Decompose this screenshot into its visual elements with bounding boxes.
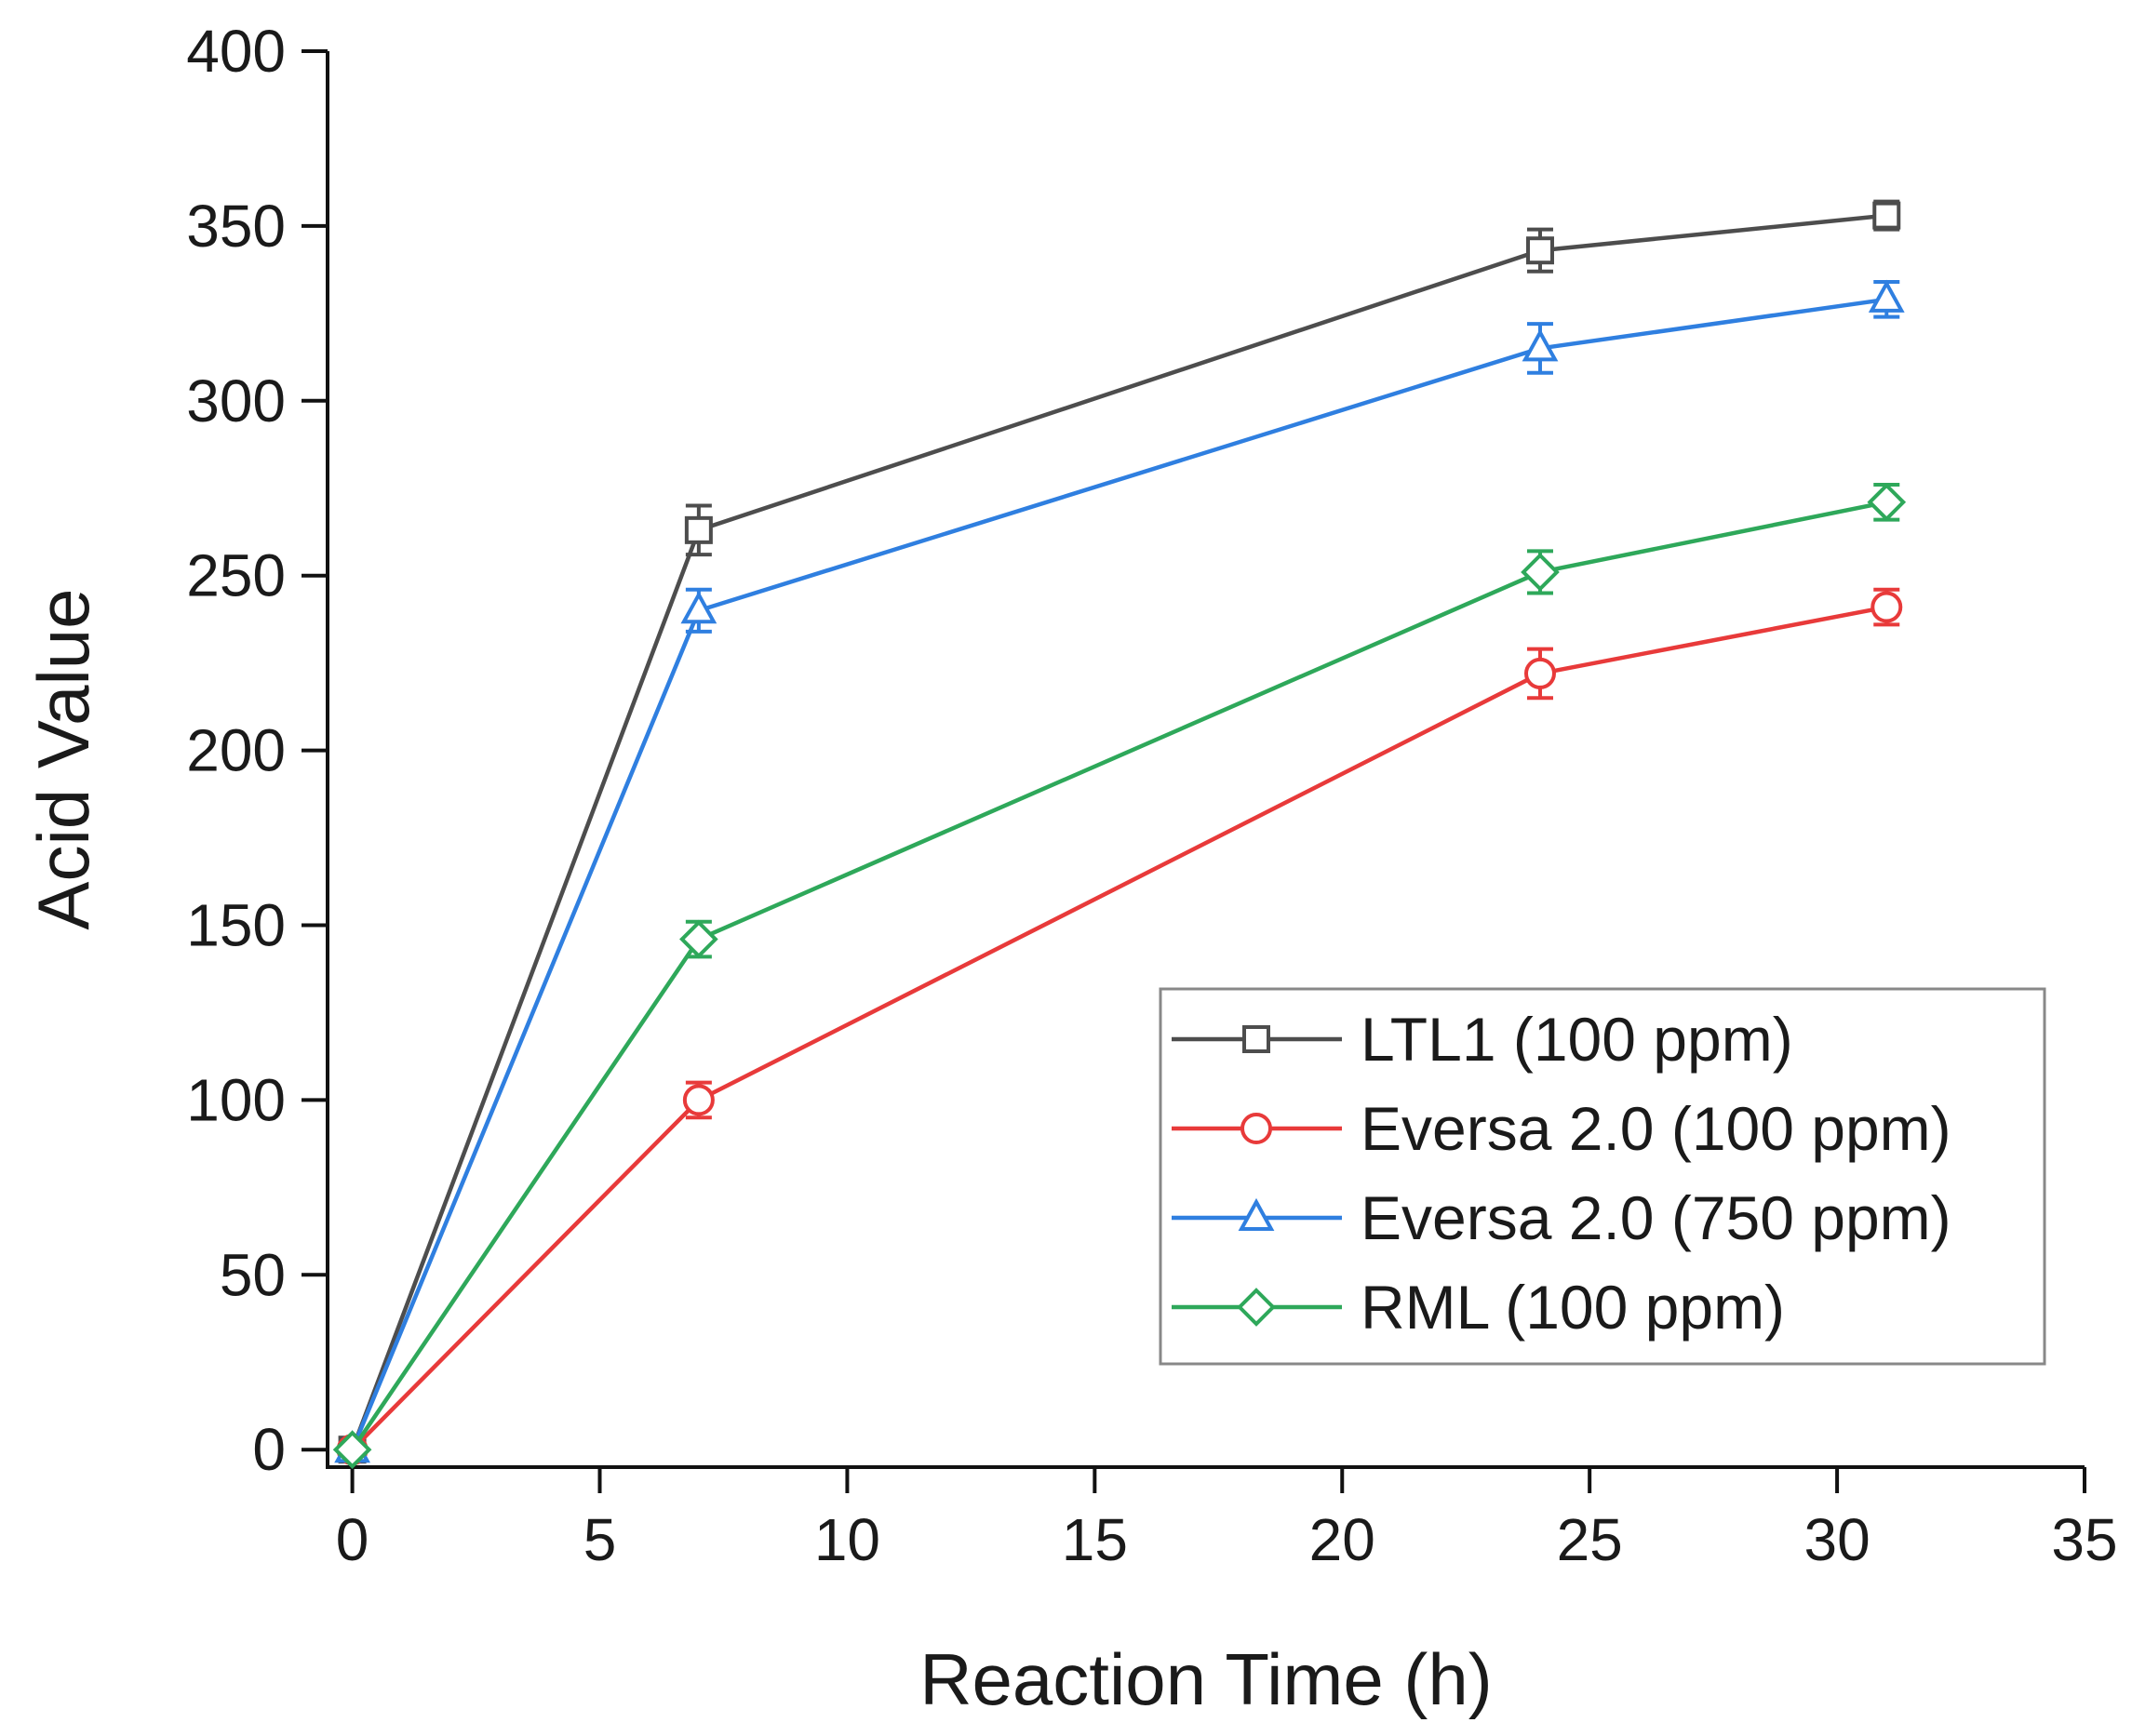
y-tick-label: 50 <box>220 1241 286 1308</box>
y-tick-label: 200 <box>186 717 286 784</box>
data-point <box>680 591 717 624</box>
series-line <box>350 500 1887 1451</box>
y-axis-ticks: 0 50 100 150 200 250 300 350 400 <box>186 18 328 1483</box>
legend-item: RML (100 ppm) <box>1172 1273 1785 1342</box>
legend-marker <box>1238 1197 1275 1231</box>
legend-marker <box>1242 1025 1270 1053</box>
data-point <box>1521 553 1560 592</box>
x-tick-label: 20 <box>1309 1506 1375 1573</box>
legend-marker <box>1240 1113 1272 1144</box>
data-point <box>684 515 713 544</box>
x-tick-label: 25 <box>1557 1506 1623 1573</box>
y-tick-label: 300 <box>186 367 286 434</box>
x-tick-label: 30 <box>1803 1506 1870 1573</box>
legend-item: Eversa 2.0 (750 ppm) <box>1172 1183 1951 1252</box>
legend-box <box>1159 987 2046 1366</box>
legend-marker <box>1237 1288 1276 1327</box>
data-point <box>1525 236 1554 265</box>
x-axis-ticks: 0 5 10 15 20 25 30 35 <box>336 1467 2118 1573</box>
y-tick-label: 150 <box>186 892 286 959</box>
x-tick-label: 5 <box>583 1506 617 1573</box>
data-point <box>1522 328 1559 362</box>
data-point <box>1872 201 1901 230</box>
series-3 <box>332 482 1907 1470</box>
x-tick-label: 0 <box>336 1506 369 1573</box>
y-tick-label: 250 <box>186 542 286 609</box>
series-line <box>350 605 1887 1451</box>
x-axis-title: Reaction Time (h) <box>919 1638 1493 1720</box>
series-layer <box>332 199 1907 1470</box>
data-point <box>1867 482 1907 522</box>
data-point <box>679 919 718 959</box>
legend-label: RML (100 ppm) <box>1361 1273 1785 1342</box>
legend: LTL1 (100 ppm) Eversa 2.0 (100 ppm) Eversa… <box>1159 987 2046 1366</box>
series-line <box>350 297 1887 1451</box>
y-tick-label: 0 <box>252 1416 286 1483</box>
data-point <box>682 1084 715 1116</box>
x-tick-label: 10 <box>814 1506 880 1573</box>
legend-item: Eversa 2.0 (100 ppm) <box>1172 1094 1951 1163</box>
legend-label: LTL1 (100 ppm) <box>1361 1005 1793 1074</box>
legend-label: Eversa 2.0 (100 ppm) <box>1361 1094 1951 1163</box>
data-point <box>332 1430 372 1470</box>
y-tick-label: 400 <box>186 18 286 85</box>
y-axis-title: Acid Value <box>22 588 104 929</box>
x-tick-label: 35 <box>2051 1506 2117 1573</box>
data-point <box>1868 279 1905 313</box>
y-tick-label: 100 <box>186 1066 286 1133</box>
data-point <box>1523 657 1556 689</box>
series-line <box>350 213 1887 1451</box>
y-tick-label: 350 <box>186 193 286 260</box>
x-tick-label: 15 <box>1062 1506 1128 1573</box>
data-point <box>1871 591 1903 623</box>
legend-label: Eversa 2.0 (750 ppm) <box>1361 1183 1951 1252</box>
legend-item: LTL1 (100 ppm) <box>1172 1005 1793 1074</box>
axes <box>326 51 2085 1469</box>
